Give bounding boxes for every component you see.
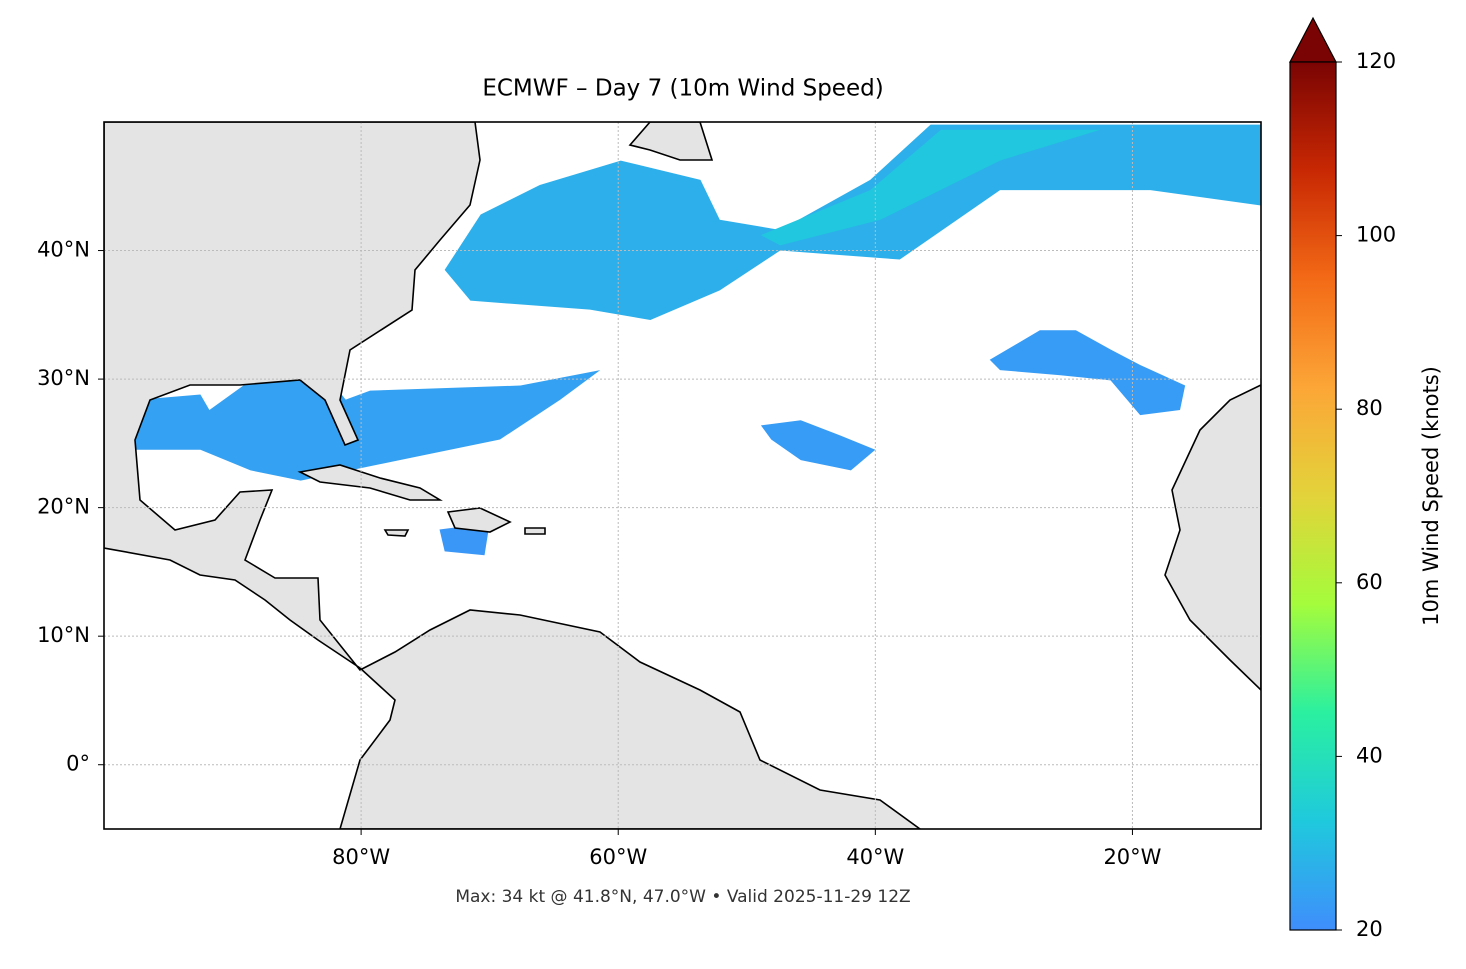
colorbar-extend [1289, 16, 1337, 63]
y-tick-label: 30°N [37, 366, 90, 390]
jamaica [383, 529, 410, 537]
map-frame [103, 121, 1262, 830]
chart-title: ECMWF – Day 7 (10m Wind Speed) [482, 76, 883, 102]
cuba [297, 464, 443, 501]
y-tick-label: 20°N [37, 495, 90, 519]
x-tick-label: 40°W [846, 845, 904, 869]
y-tick-label: 0° [66, 752, 90, 776]
y-tick-label: 40°N [37, 238, 90, 262]
wind-region [760, 420, 876, 471]
newfoundland [628, 122, 714, 161]
colorbar-tick-label: 80 [1356, 396, 1383, 420]
americas [104, 122, 922, 829]
x-tick-label: 60°W [589, 845, 647, 869]
colorbar-tick-label: 100 [1356, 223, 1396, 247]
colorbar-tick-label: 60 [1356, 570, 1383, 594]
hispaniola [446, 507, 512, 533]
africa [1164, 384, 1261, 692]
footer: Max: 34 kt @ 41.8°N, 47.0°W • Valid 2025… [455, 887, 910, 907]
colorbar-tick-label: 40 [1356, 743, 1383, 767]
x-tick-label: 20°W [1103, 845, 1161, 869]
colorbar-tick-label: 20 [1356, 917, 1383, 941]
grid [104, 122, 1261, 829]
wind-field [134, 124, 1261, 556]
y-tick-label: 10°N [37, 623, 90, 647]
land [104, 122, 1261, 829]
colorbar-tick-label: 120 [1356, 49, 1396, 73]
x-tick-label: 80°W [332, 845, 390, 869]
wind-region [134, 370, 601, 481]
wind-region [989, 330, 1186, 416]
colorbar-label: 10m Wind Speed (knots) [1419, 366, 1443, 626]
wind-region [760, 129, 1101, 246]
puerto-rico [524, 527, 546, 535]
colorbar [1289, 61, 1337, 931]
